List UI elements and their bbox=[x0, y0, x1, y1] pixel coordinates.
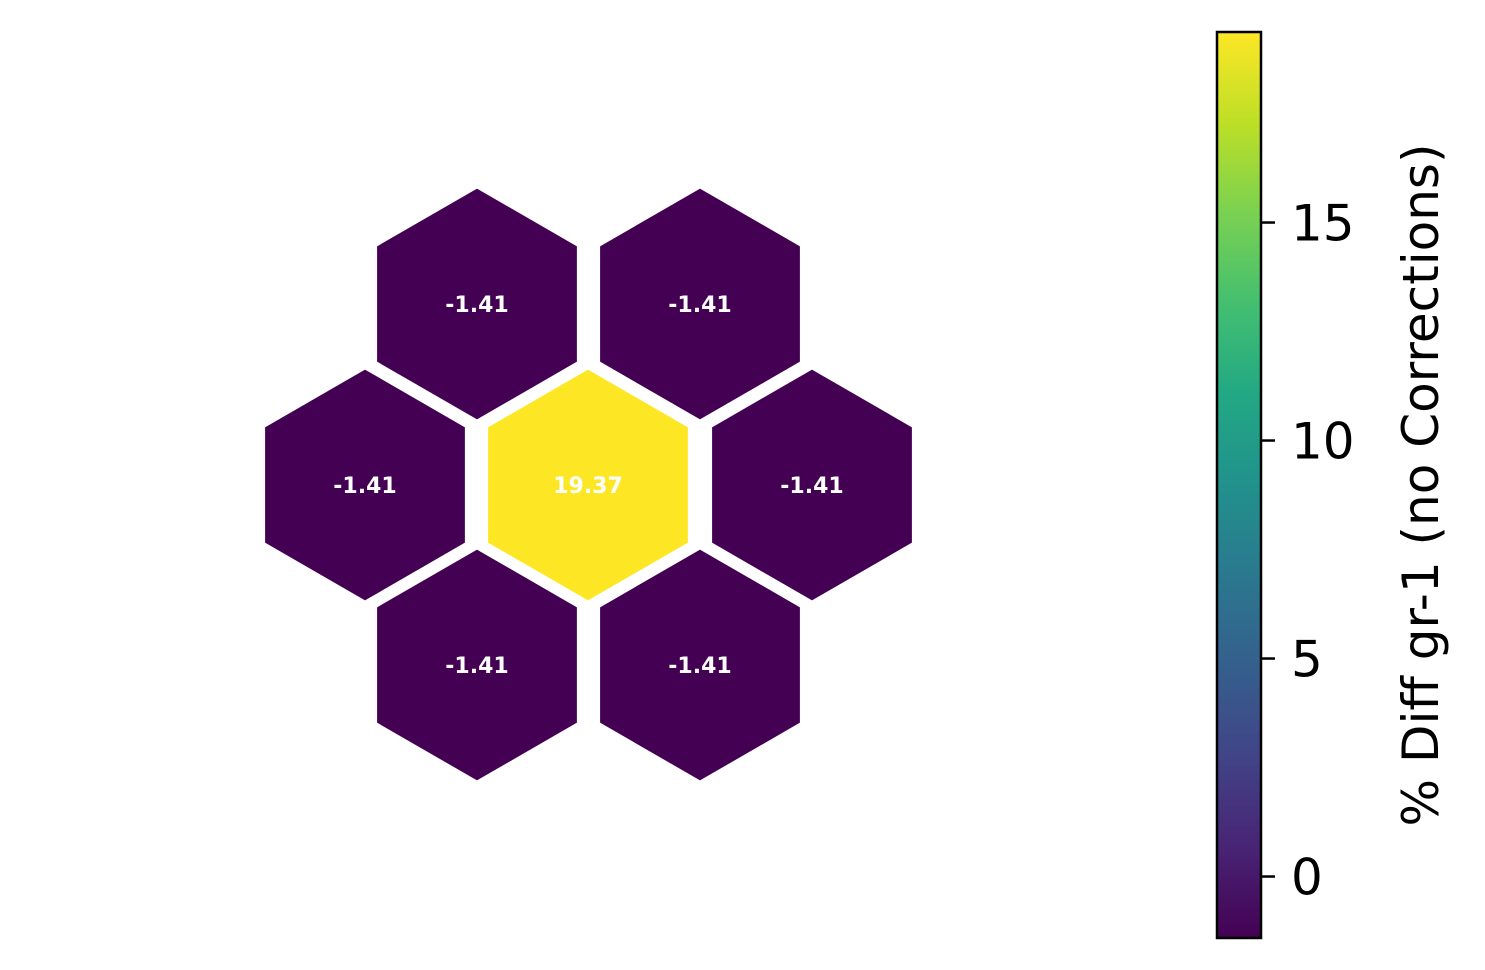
hex-cell-middle-right bbox=[704, 360, 920, 610]
colorbar: 0 5 10 15 % Diff gr-1 (no Corrections) bbox=[1215, 30, 1450, 940]
colorbar-label: % Diff gr-1 (no Corrections) bbox=[1392, 144, 1450, 827]
colorbar-tick-label: 15 bbox=[1291, 195, 1355, 253]
hex-cell-center bbox=[480, 360, 696, 610]
colorbar-tick-label: 5 bbox=[1291, 631, 1323, 689]
hex-cell-top-right bbox=[592, 179, 808, 429]
hex-cell-label-bottom-right: -1.41 bbox=[668, 654, 731, 679]
colorbar-ticks: 0 5 10 15 bbox=[1261, 195, 1355, 907]
colorbar-gradient bbox=[1215, 30, 1263, 940]
hex-cell-bottom-left bbox=[369, 540, 585, 790]
hex-cell-label-middle-right: -1.41 bbox=[780, 474, 843, 499]
hex-grid: -1.41 -1.41 -1.41 19.37 -1.41 -1.41 -1.41 bbox=[257, 179, 920, 790]
colorbar-tick-label: 10 bbox=[1291, 413, 1355, 471]
colorbar-tick-label: 0 bbox=[1291, 849, 1323, 907]
hex-cell-top-left bbox=[369, 179, 585, 429]
hex-cell-label-middle-left: -1.41 bbox=[333, 474, 396, 499]
hex-cell-middle-left bbox=[257, 360, 473, 610]
hex-cell-bottom-right bbox=[592, 540, 808, 790]
hex-cell-label-top-right: -1.41 bbox=[668, 293, 731, 318]
hex-cell-label-top-left: -1.41 bbox=[445, 293, 508, 318]
hex-cell-label-center: 19.37 bbox=[553, 474, 623, 499]
hex-cell-label-bottom-left: -1.41 bbox=[445, 654, 508, 679]
